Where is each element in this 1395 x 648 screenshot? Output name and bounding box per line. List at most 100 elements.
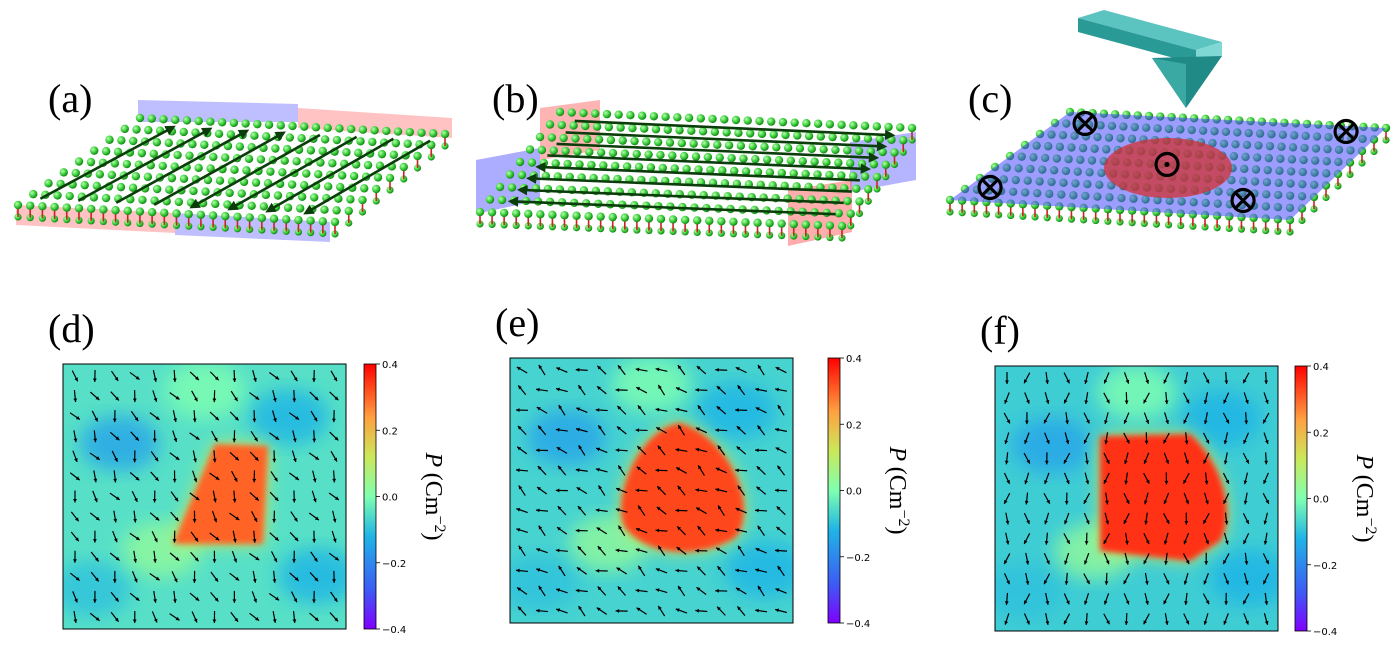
atom <box>495 182 505 192</box>
vector-arrow-head <box>252 538 257 543</box>
vector-arrow-head <box>1066 379 1070 384</box>
atom <box>741 218 750 227</box>
vector-arrow-head <box>272 619 277 623</box>
atom <box>316 158 325 167</box>
atom <box>548 210 557 219</box>
vector-arrow-head <box>718 505 722 510</box>
atom <box>816 132 826 141</box>
vector-arrow-head <box>696 366 701 370</box>
atom <box>854 146 864 156</box>
vector-arrow-head <box>516 528 521 532</box>
atom <box>257 213 267 223</box>
vector-arrow-head <box>1205 540 1209 545</box>
polar-domain <box>621 423 744 552</box>
vector-arrow-head <box>1044 480 1048 485</box>
atom <box>185 151 194 160</box>
atom <box>179 127 188 137</box>
atom <box>651 125 661 134</box>
vector-arrow-head <box>1004 399 1008 404</box>
atom <box>604 122 614 132</box>
vector-arrow-head <box>1225 540 1229 545</box>
heatmap-region <box>995 563 1064 620</box>
vector-arrow-head <box>598 425 602 430</box>
vector-arrow-head <box>1104 420 1108 424</box>
atom <box>769 130 778 139</box>
colorbar-tick-label: 0.4 <box>1313 362 1329 373</box>
atom <box>226 130 236 139</box>
atom <box>179 174 189 183</box>
vector-arrow-head <box>1164 480 1169 485</box>
atom <box>417 128 426 137</box>
colorbar <box>827 357 841 624</box>
colorbar <box>363 363 377 630</box>
vector-arrow-head <box>677 526 682 531</box>
vector-arrow-head <box>1084 600 1088 605</box>
vector-arrow-head <box>1144 440 1149 445</box>
vector-arrow-head <box>154 457 159 462</box>
vector-arrow-head <box>95 617 100 621</box>
vector-arrow-head <box>135 436 139 441</box>
atom <box>399 162 408 172</box>
atom <box>734 128 743 138</box>
atom <box>266 167 275 176</box>
atom <box>789 219 798 229</box>
vector-arrow-head <box>1126 439 1130 444</box>
vector-arrow-head <box>114 617 119 622</box>
vector-arrow-head <box>1243 600 1247 605</box>
atom <box>377 149 387 159</box>
vector-arrow-head <box>272 458 277 463</box>
vector-arrow-head <box>214 376 219 381</box>
vector-arrow-head <box>173 438 178 442</box>
vector-arrow-head <box>194 557 199 562</box>
atom <box>280 156 289 165</box>
atom <box>427 140 436 150</box>
vector-arrow-head <box>1024 420 1029 425</box>
vector-arrow-head <box>275 375 280 380</box>
atom <box>251 178 261 187</box>
vector-arrow-head <box>195 376 199 381</box>
atom <box>813 220 823 230</box>
atom <box>795 144 805 153</box>
atom <box>487 208 497 217</box>
vector-arrow-head <box>1225 419 1230 424</box>
vector-arrow-head <box>1004 499 1008 504</box>
vector-arrow-head <box>1026 520 1030 525</box>
vector-arrow-head <box>536 407 541 411</box>
vector-arrow-head <box>1245 399 1249 404</box>
vector-arrow-head <box>252 418 257 423</box>
vector-arrow-head <box>558 465 562 470</box>
colorbar-tick-label: 0.2 <box>846 420 862 431</box>
atom <box>208 211 218 220</box>
heatmap-region <box>249 389 330 445</box>
vector-arrow-head <box>618 525 622 530</box>
vector-arrow-head <box>1165 580 1170 585</box>
vector-arrow-head <box>1263 479 1267 484</box>
vector-arrow-head <box>1124 621 1129 625</box>
vector-arrow-head <box>535 508 540 513</box>
vector-arrow-head <box>576 407 581 412</box>
atom <box>573 147 582 156</box>
atom <box>372 184 381 194</box>
heatmap-region <box>1096 366 1177 421</box>
atom <box>225 188 234 198</box>
atom <box>128 183 138 192</box>
vector-arrow-head <box>1183 479 1187 484</box>
atom <box>59 168 68 177</box>
vector-arrow-head <box>1103 539 1108 544</box>
vector-arrow-head <box>1225 479 1229 484</box>
colorbar-tick-label: 0.0 <box>382 493 398 504</box>
atom <box>693 216 702 225</box>
vector-arrow-head <box>575 468 580 472</box>
atom <box>789 169 798 178</box>
atom <box>95 170 105 179</box>
panel-a-arrows <box>39 125 431 215</box>
atom <box>793 131 802 140</box>
vector-arrow-head <box>635 527 640 532</box>
atom <box>346 195 355 204</box>
atom <box>890 148 899 157</box>
atom <box>810 157 819 166</box>
atom <box>741 167 751 176</box>
vector-arrow-head <box>73 498 77 503</box>
heatmap-region <box>696 383 777 439</box>
atom <box>567 108 576 117</box>
